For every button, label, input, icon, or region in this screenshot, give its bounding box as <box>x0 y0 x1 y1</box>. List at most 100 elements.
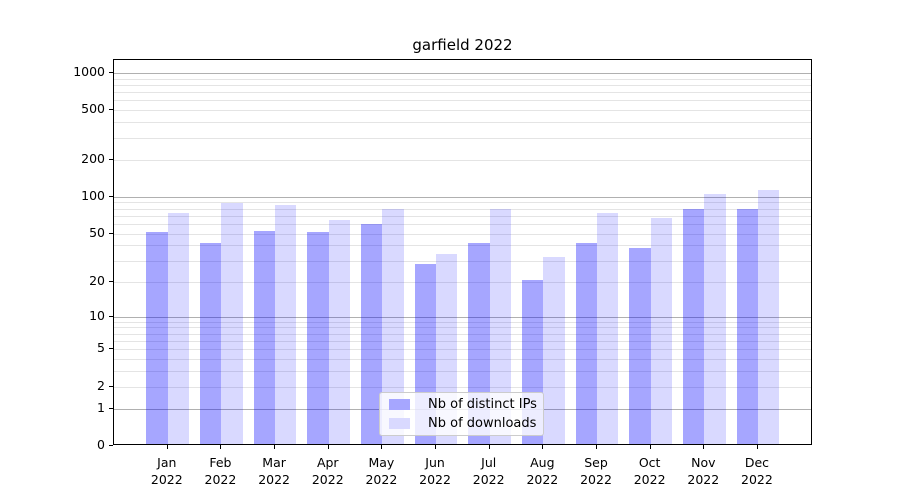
y-tick-label: 2 <box>97 377 105 393</box>
x-tick-year: 2022 <box>687 472 720 487</box>
bar-downloads <box>221 203 243 444</box>
x-tick-label: Jan 2022 <box>136 454 198 488</box>
x-tick <box>703 445 705 449</box>
x-tick <box>596 445 597 449</box>
gridline-minor <box>114 215 811 217</box>
gridline-minor <box>114 84 811 86</box>
bar-downloads <box>167 213 190 444</box>
x-tick-year: 2022 <box>419 472 451 487</box>
x-tick-year: 2022 <box>258 472 290 487</box>
gridline-major <box>114 196 811 198</box>
gridline-major <box>114 316 811 318</box>
y-tick <box>109 71 113 73</box>
legend-label-downloads: Nb of downloads <box>428 415 537 431</box>
x-tick-month: Aug <box>530 455 555 470</box>
legend-swatch-distinct-ips <box>389 399 410 410</box>
bar-downloads <box>489 209 512 444</box>
x-tick-year: 2022 <box>580 472 612 487</box>
bar-downloads <box>757 189 780 444</box>
gridline-minor <box>114 208 811 210</box>
gridline-minor <box>114 349 811 351</box>
x-tick <box>542 445 544 449</box>
legend: Nb of distinct IPs Nb of downloads <box>379 392 544 436</box>
x-tick-label: Nov 2022 <box>672 454 734 488</box>
x-tick-label: Mar 2022 <box>243 454 305 488</box>
legend-item-distinct-ips: Nb of distinct IPs <box>389 396 537 413</box>
x-tick <box>756 445 758 449</box>
bar-downloads <box>704 193 726 444</box>
x-tick-label: Oct 2022 <box>619 454 681 488</box>
gridline-minor <box>114 371 811 373</box>
x-tick-label: Jun 2022 <box>404 454 466 488</box>
y-tick <box>109 315 113 317</box>
gridline-minor <box>114 321 811 323</box>
x-tick <box>381 445 383 449</box>
x-tick-month: Nov <box>691 455 716 470</box>
bar-distinct-ips <box>253 230 276 444</box>
y-tick <box>109 445 113 446</box>
gridline-minor <box>114 386 811 388</box>
x-tick-year: 2022 <box>741 472 773 487</box>
y-tick-label: 1 <box>97 399 105 415</box>
y-tick <box>109 385 113 387</box>
x-tick-month: Mar <box>262 455 286 470</box>
x-tick-year: 2022 <box>204 472 237 487</box>
gridline-minor <box>114 327 811 329</box>
bar-distinct-ips <box>146 231 168 444</box>
gridline-major <box>114 72 811 74</box>
x-tick-month: Dec <box>744 455 770 470</box>
bar-distinct-ips <box>200 243 222 444</box>
gridline-minor <box>114 223 811 225</box>
y-tick <box>109 109 113 111</box>
x-tick-month: Jan <box>157 455 177 470</box>
y-tick-label: 200 <box>81 150 105 166</box>
y-tick-label: 1000 <box>73 63 105 79</box>
x-tick-month: May <box>368 455 395 470</box>
bar-downloads <box>543 256 565 444</box>
x-tick <box>327 445 329 449</box>
x-tick <box>488 445 490 449</box>
x-tick-label: May 2022 <box>350 454 412 488</box>
x-tick-label: Feb 2022 <box>189 454 251 488</box>
x-tick-month: Feb <box>209 455 232 470</box>
bar-distinct-ips <box>736 209 758 444</box>
y-tick-label: 0 <box>97 437 105 452</box>
gridline-minor <box>114 110 811 112</box>
x-tick-label: Aug 2022 <box>511 454 573 488</box>
x-tick-year: 2022 <box>633 472 666 487</box>
x-tick <box>166 445 168 449</box>
legend-item-downloads: Nb of downloads <box>389 415 537 432</box>
gridline-minor <box>114 159 811 161</box>
gridline-minor <box>114 100 811 102</box>
bar-downloads <box>597 213 619 444</box>
gridline-minor <box>114 340 811 342</box>
gridline-minor <box>114 137 811 139</box>
gridline-minor <box>114 359 811 361</box>
chart-title: garfield 2022 <box>412 36 513 54</box>
y-tick <box>109 158 113 160</box>
y-tick <box>109 348 113 350</box>
bar-downloads <box>650 217 673 444</box>
y-tick-label: 5 <box>97 340 105 356</box>
y-tick-label: 500 <box>81 101 105 117</box>
x-tick <box>649 445 651 449</box>
gridline-minor <box>114 333 811 335</box>
gridline-minor <box>114 260 811 262</box>
y-tick-label: 50 <box>89 224 105 240</box>
x-tick-year: 2022 <box>472 472 505 487</box>
x-tick-label: Jul 2022 <box>458 454 520 488</box>
gridline-minor <box>114 202 811 204</box>
bar-distinct-ips <box>629 247 651 444</box>
x-tick-month: Apr <box>316 455 339 470</box>
x-tick <box>220 445 222 449</box>
y-tick <box>109 407 113 409</box>
bar-distinct-ips <box>575 243 597 444</box>
legend-label-distinct-ips: Nb of distinct IPs <box>428 396 537 412</box>
x-tick-label: Sep 2022 <box>565 454 627 488</box>
y-tick <box>109 195 113 197</box>
plot-area <box>113 59 812 445</box>
gridline-minor <box>114 122 811 124</box>
y-tick <box>109 232 113 234</box>
gridline-minor <box>114 281 811 283</box>
x-tick-year: 2022 <box>150 472 183 487</box>
